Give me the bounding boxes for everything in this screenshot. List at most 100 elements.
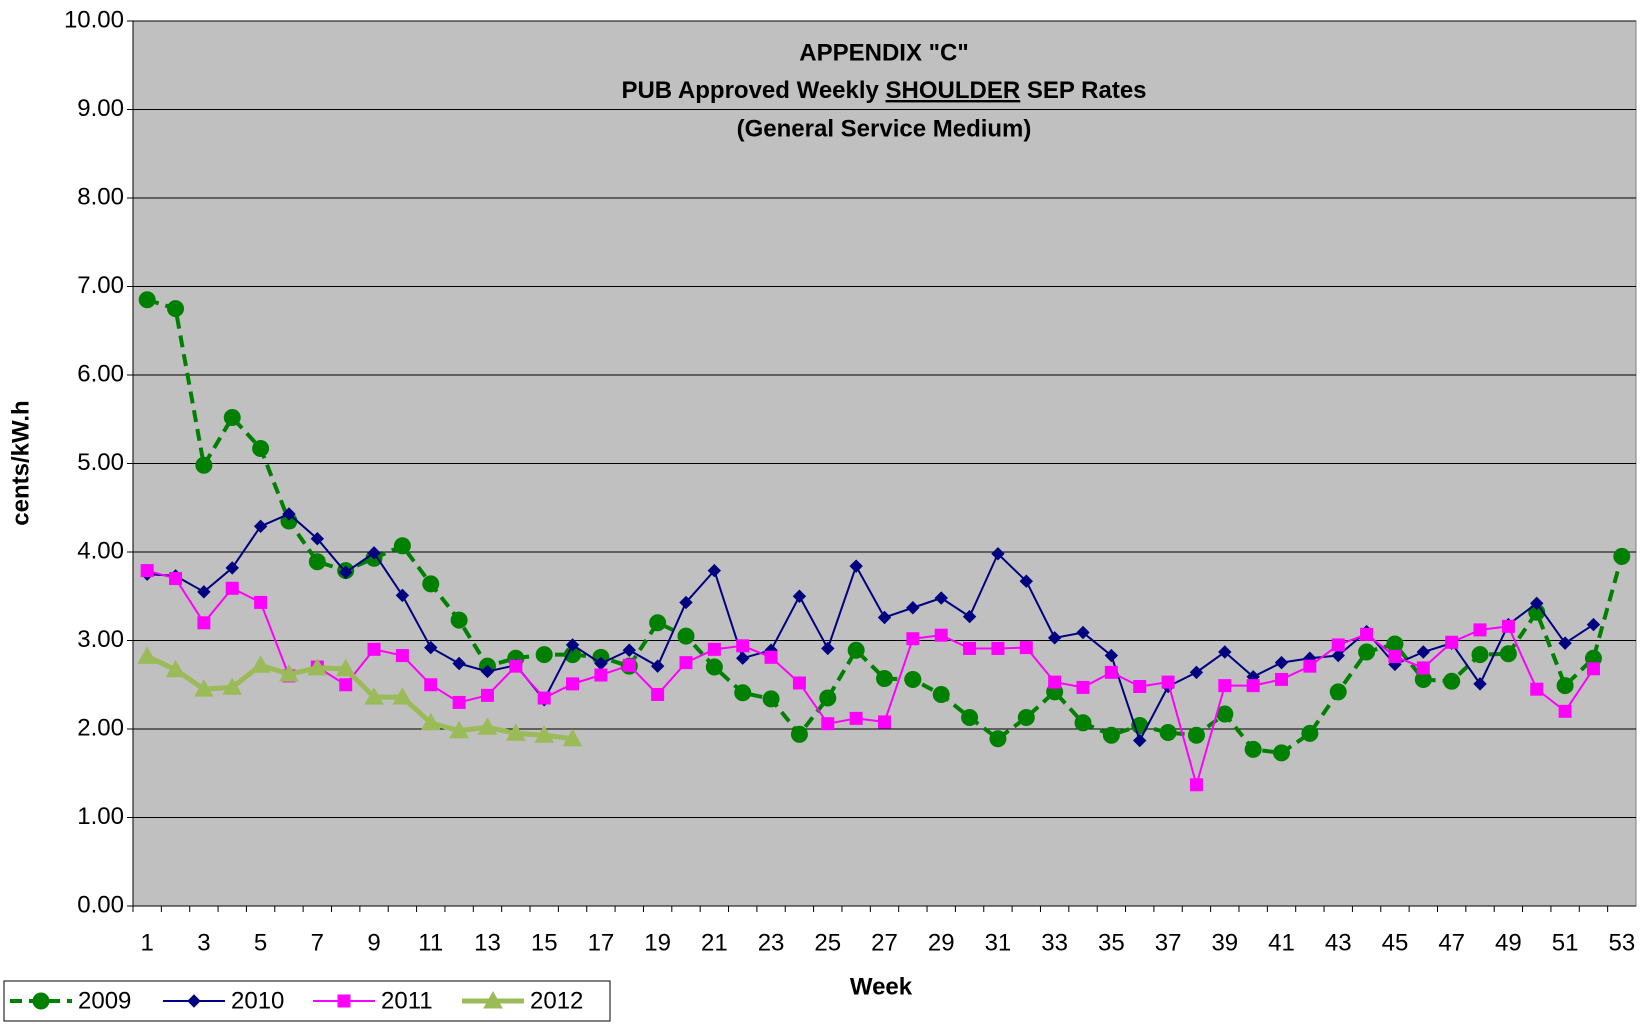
data-point (137, 646, 158, 664)
data-point (509, 659, 523, 673)
data-point (282, 507, 296, 521)
x-tick-label: 49 (1495, 929, 1522, 956)
data-point (707, 642, 721, 656)
data-point (308, 553, 326, 571)
data-point (367, 546, 381, 560)
data-point (679, 595, 693, 610)
data-point (1586, 662, 1600, 676)
data-point (1017, 708, 1035, 726)
data-point (1133, 680, 1147, 694)
x-tick-label: 11 (418, 929, 443, 956)
data-point (1187, 726, 1205, 744)
data-point (169, 572, 183, 586)
data-point (1244, 740, 1262, 758)
data-point (480, 664, 495, 679)
data-point (1416, 661, 1430, 675)
data-point (392, 687, 413, 705)
title-part: PUB Approved Weekly (621, 77, 885, 104)
x-axis-label: Week (850, 973, 913, 1000)
legend-label: 2012 (530, 987, 583, 1014)
data-point (762, 690, 780, 708)
data-point (338, 565, 353, 580)
data-point (1246, 679, 1260, 693)
data-point (452, 656, 466, 671)
y-tick-label: 9.00 (77, 95, 124, 122)
x-tick-label: 29 (928, 929, 955, 956)
data-point (1530, 682, 1544, 696)
data-point (424, 640, 438, 655)
data-point (566, 677, 580, 691)
data-point (792, 589, 807, 603)
data-point (1274, 655, 1289, 670)
data-point (1273, 744, 1291, 762)
data-point (1161, 675, 1175, 689)
data-point (1133, 733, 1147, 748)
data-point (534, 725, 555, 743)
data-point (1501, 619, 1515, 633)
series-line (146, 297, 1624, 755)
data-point (1471, 646, 1489, 664)
data-point (197, 585, 211, 599)
data-point (480, 688, 494, 702)
data-point (537, 691, 551, 705)
data-point (736, 639, 750, 653)
data-point (622, 643, 636, 657)
data-point (878, 715, 891, 729)
data-point (821, 717, 835, 731)
data-point (449, 720, 469, 739)
data-point (367, 642, 381, 656)
data-point (1586, 617, 1601, 632)
x-tick-label: 27 (871, 929, 898, 956)
data-point (225, 581, 239, 595)
legend-marker (32, 992, 50, 1010)
x-tick-label: 51 (1552, 929, 1579, 956)
data-point (420, 712, 441, 731)
data-point (991, 547, 1005, 561)
chart-title: (General Service Medium) (737, 115, 1032, 142)
data-point (1076, 680, 1090, 694)
data-point (535, 646, 553, 664)
data-point (505, 723, 526, 741)
y-tick-label: 7.00 (77, 272, 124, 299)
data-point (254, 595, 268, 609)
data-point (1218, 645, 1232, 659)
data-point (792, 676, 806, 690)
data-point (1301, 724, 1319, 742)
y-tick-label: 3.00 (77, 626, 124, 653)
x-tick-label: 35 (1098, 929, 1125, 956)
data-point (1530, 596, 1544, 611)
data-point (1360, 627, 1374, 641)
data-point (594, 668, 608, 682)
data-point (1189, 778, 1203, 792)
data-point (651, 687, 665, 701)
data-point (1104, 648, 1119, 663)
title-part: SHOULDER (886, 77, 1021, 104)
data-point (279, 664, 299, 682)
legend-marker (187, 994, 201, 1008)
data-point (679, 656, 693, 670)
chart-title: APPENDIX "C" (799, 39, 968, 66)
data-point (307, 657, 328, 676)
data-point (223, 408, 241, 426)
data-point (934, 628, 948, 642)
data-point (932, 685, 950, 703)
legend-label: 2010 (231, 987, 284, 1014)
x-tick-label: 45 (1382, 929, 1409, 956)
data-point (819, 689, 837, 707)
x-tick-label: 1 (140, 929, 153, 956)
y-tick-label: 10.00 (64, 6, 124, 33)
data-point (1331, 638, 1345, 652)
data-point (963, 641, 977, 655)
data-point (849, 711, 863, 725)
x-tick-label: 31 (985, 929, 1012, 956)
data-point (1331, 648, 1345, 663)
data-point (962, 609, 977, 624)
data-point (1218, 679, 1232, 693)
data-point (222, 677, 243, 695)
data-point (1556, 677, 1574, 695)
data-point (904, 670, 922, 688)
x-tick-label: 39 (1211, 929, 1238, 956)
x-tick-label: 19 (644, 929, 671, 956)
data-point (736, 651, 750, 665)
data-point (225, 561, 239, 575)
